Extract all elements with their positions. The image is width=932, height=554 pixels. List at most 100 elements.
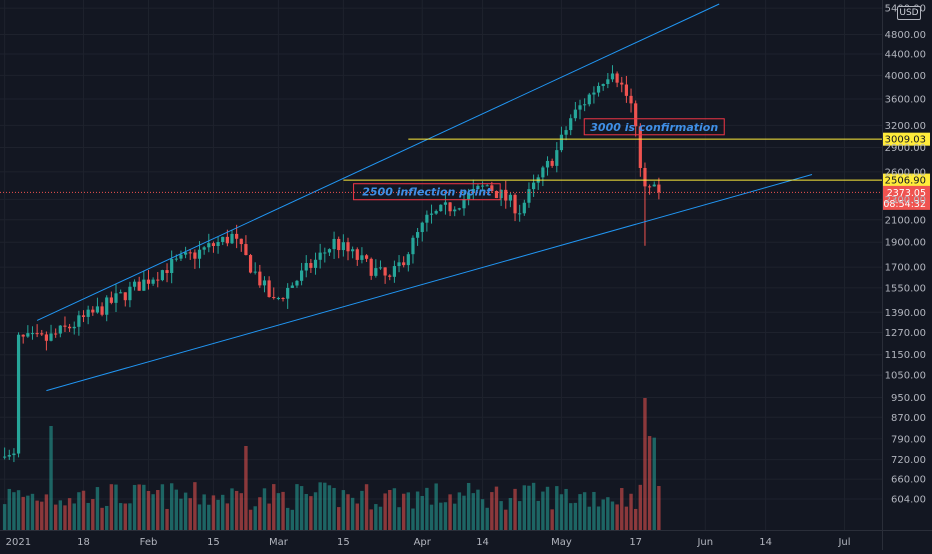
volume-bar xyxy=(281,491,285,530)
volume-bar xyxy=(165,508,169,530)
volume-bar xyxy=(629,493,633,530)
volume-bar xyxy=(411,508,415,530)
candle-body xyxy=(337,238,341,251)
volume-bar xyxy=(132,484,137,530)
candle-body xyxy=(119,292,123,294)
volume-bar xyxy=(350,497,355,530)
price-tick-label: 2600.00 xyxy=(885,167,926,178)
price-tick-label: 720.00 xyxy=(891,455,926,466)
candle-body xyxy=(239,238,243,245)
annotation-box xyxy=(583,118,725,136)
candle-body xyxy=(327,249,332,253)
volume-bar xyxy=(364,484,369,530)
candle-body xyxy=(564,130,568,135)
candle-body xyxy=(207,243,211,248)
volume-bar xyxy=(643,398,647,530)
volume-bar xyxy=(248,509,253,530)
candle-body xyxy=(114,293,118,303)
price-tick-label: 4400.00 xyxy=(885,50,926,61)
volume-bar xyxy=(12,492,16,530)
candle-body xyxy=(578,105,582,110)
candle-body xyxy=(16,334,21,454)
time-tick-label: 14 xyxy=(759,537,772,548)
volume-bar xyxy=(86,502,90,530)
volume-bar xyxy=(504,509,508,530)
candle-body xyxy=(476,185,480,189)
volume-bar xyxy=(211,495,216,530)
candle-body xyxy=(188,252,192,254)
volume-bar xyxy=(550,509,554,530)
volume-bar xyxy=(360,490,364,530)
candle-body xyxy=(388,275,392,277)
candle-body xyxy=(527,189,531,203)
candle-body xyxy=(420,222,424,233)
currency-badge[interactable]: USD xyxy=(897,6,921,20)
candle-body xyxy=(54,333,58,335)
candle-body xyxy=(132,281,137,287)
time-tick-label: Apr xyxy=(414,537,432,548)
candle-body xyxy=(165,270,169,274)
candle-body xyxy=(123,292,127,301)
candle-body xyxy=(12,453,16,456)
candle-body xyxy=(323,252,327,254)
candle-body xyxy=(156,279,160,281)
volume-bar xyxy=(109,484,114,530)
time-tick-label: 2021 xyxy=(6,537,31,548)
volume-bar xyxy=(443,502,448,530)
candle-body xyxy=(262,280,267,286)
candle-body xyxy=(128,286,132,301)
volume-bar xyxy=(299,486,304,530)
candle-body xyxy=(105,297,109,315)
volume-bar xyxy=(276,493,281,530)
candle-body xyxy=(174,258,178,260)
candle-body xyxy=(193,252,197,259)
volume-bar xyxy=(216,499,220,530)
price-tick-label: 870.00 xyxy=(891,413,926,424)
candle-body xyxy=(225,236,229,244)
candle-body xyxy=(592,92,596,95)
volume-bar xyxy=(638,484,643,530)
volume-bar xyxy=(63,505,67,530)
volume-bar xyxy=(309,496,313,530)
candle-body xyxy=(179,254,183,259)
trend-line xyxy=(46,174,813,392)
volume-bar xyxy=(179,498,183,530)
volume-bar xyxy=(508,498,513,530)
volume-bar xyxy=(383,493,387,530)
volume-bar xyxy=(657,486,661,530)
volume-bar xyxy=(58,500,63,530)
price-axis: 604.00 660.00 720.00 790.00 870.00 950.00 1050… xyxy=(882,0,926,550)
candle-body xyxy=(355,249,359,260)
volume-bar xyxy=(620,488,624,530)
candle-body xyxy=(601,84,605,86)
candle-body xyxy=(392,266,396,277)
volume-bar xyxy=(137,484,141,530)
price-tick-label: 1270.00 xyxy=(885,328,926,339)
candle-body xyxy=(21,334,25,337)
volume-bar xyxy=(587,506,591,530)
candle-body xyxy=(522,202,526,214)
price-tick-label: 604.00 xyxy=(891,495,926,506)
volume-bar xyxy=(151,494,155,530)
current-price-label: 2373.05 xyxy=(887,188,926,199)
volume-bar xyxy=(156,490,160,530)
candle-body xyxy=(624,84,628,96)
volume-bar xyxy=(40,501,44,530)
candle-body xyxy=(504,189,508,201)
candle-body xyxy=(364,255,369,259)
volume-bar xyxy=(174,489,179,530)
candle-body xyxy=(272,297,276,299)
volume-bar xyxy=(513,488,517,530)
candle-body xyxy=(583,104,587,106)
candle-body xyxy=(471,188,475,193)
volume-bar xyxy=(429,504,434,530)
price-tick-label: 2300.00 xyxy=(885,195,926,206)
volume-bar xyxy=(285,507,290,530)
time-tick-label: 15 xyxy=(207,537,220,548)
volume-bar xyxy=(453,503,457,530)
candle-body xyxy=(109,297,113,303)
volume-bar xyxy=(480,499,485,530)
price-countdown-label: 08:54:32 xyxy=(883,199,926,210)
